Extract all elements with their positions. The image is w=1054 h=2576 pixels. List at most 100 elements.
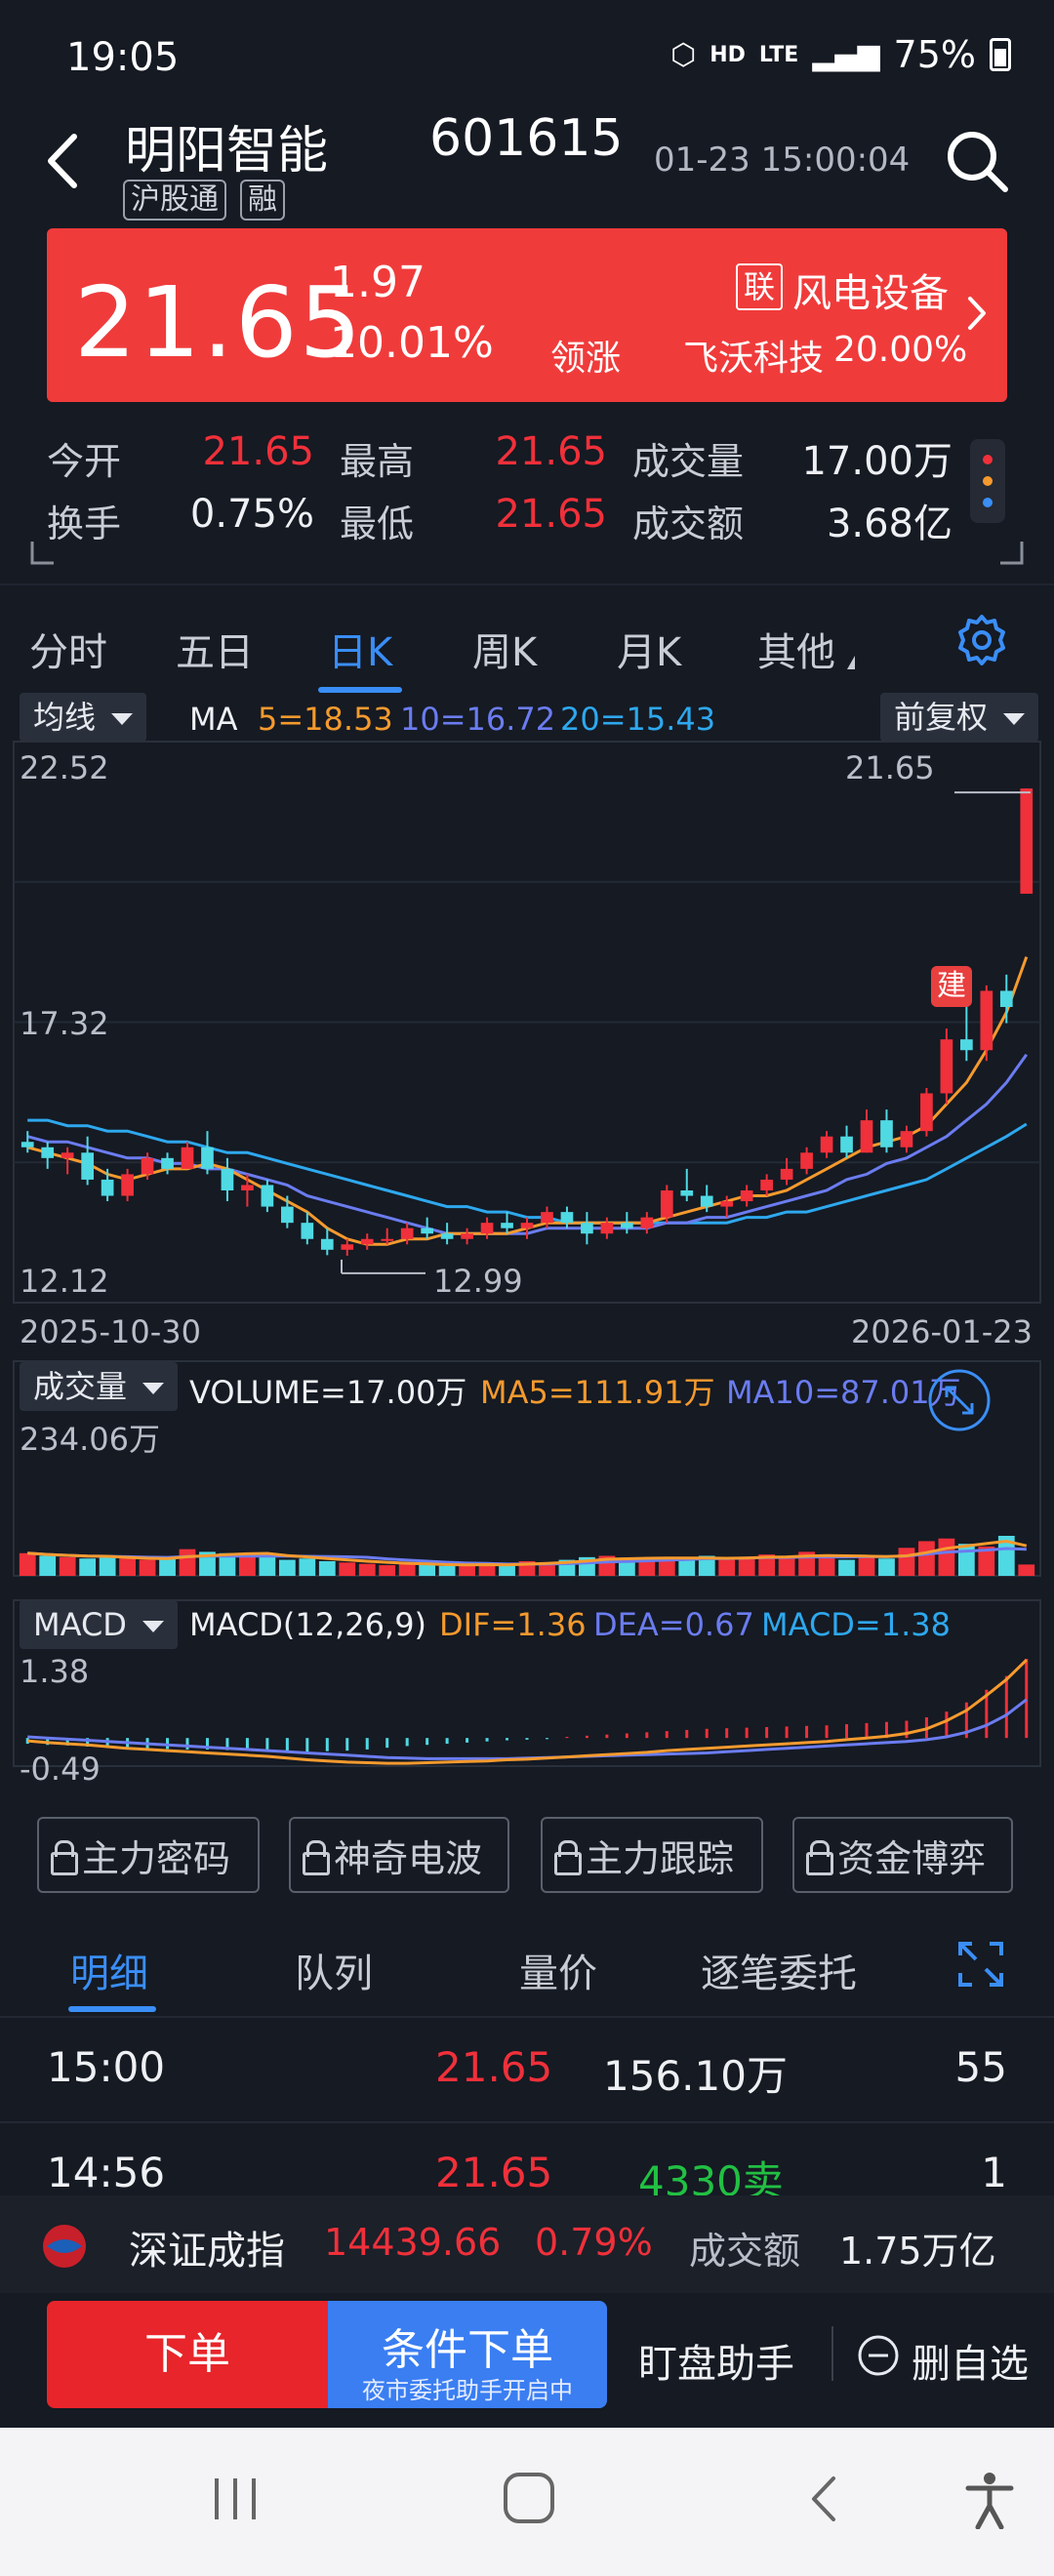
ma-lines xyxy=(26,956,1029,1246)
volume-bar xyxy=(938,1538,955,1576)
volume-bar xyxy=(678,1556,696,1576)
remove-favorite-icon[interactable] xyxy=(857,2334,900,2377)
conditional-order-button[interactable]: 条件下单 夜市委托助手开启中 xyxy=(328,2301,607,2408)
candle-body xyxy=(860,1120,873,1153)
more-quote-button[interactable] xyxy=(970,439,1005,523)
price-banner[interactable]: 21.65 1.97 10.01% 联 风电设备 领涨 飞沃科技 20.00% xyxy=(47,228,1007,402)
tab-intraday[interactable]: 分时 xyxy=(29,630,107,675)
build-position-badge[interactable]: 建 xyxy=(931,966,972,1007)
tag-shanghai-connect[interactable]: 沪股通 xyxy=(123,180,226,221)
volume-value: 17.00万 xyxy=(801,439,953,484)
candle-body xyxy=(381,1238,394,1241)
expand-corner-left-icon[interactable] xyxy=(29,539,57,566)
low-price-marker: 12.99 xyxy=(433,1263,523,1300)
trade-volume: 156.10万 xyxy=(603,2052,788,2100)
volume-bar xyxy=(398,1563,416,1576)
volume-label: 成交量 xyxy=(632,440,745,483)
battery-level: 75% xyxy=(893,33,976,76)
macd-lines xyxy=(27,1659,1028,1765)
open-value: 21.65 xyxy=(202,429,314,474)
tab-monthly-k[interactable]: 月K xyxy=(617,630,682,675)
candle-body xyxy=(660,1190,673,1218)
zoom-fit-icon[interactable] xyxy=(927,1368,992,1432)
candle-body xyxy=(600,1223,614,1234)
remove-favorite-button[interactable]: 删自选 xyxy=(912,2342,1029,2387)
volume-bar xyxy=(638,1559,656,1576)
volume-dropdown-label: 成交量 xyxy=(33,1368,128,1405)
volume-bar xyxy=(539,1562,555,1576)
candle-body xyxy=(201,1147,214,1169)
expand-corner-right-icon[interactable] xyxy=(997,539,1025,566)
exchange-logo-icon xyxy=(43,2225,86,2268)
recent-apps-icon[interactable] xyxy=(209,2473,262,2525)
candle-body xyxy=(41,1147,55,1158)
kline-y-min: 12.12 xyxy=(20,1263,109,1300)
macd-y-max: 1.38 xyxy=(20,1653,90,1690)
candle-body xyxy=(141,1157,154,1175)
detail-tab-order-by-order[interactable]: 逐笔委托 xyxy=(701,1952,857,1996)
watch-assistant-button[interactable]: 盯盘助手 xyxy=(638,2342,794,2387)
ma-label: MA xyxy=(189,701,238,738)
tool-main-force-tracking[interactable]: 主力跟踪 xyxy=(541,1817,763,1893)
ma5-legend: 5=18.53 xyxy=(258,701,393,738)
volume-bar xyxy=(259,1556,276,1576)
volume-bar xyxy=(658,1558,675,1576)
nav-back-icon[interactable] xyxy=(804,2473,843,2525)
tool-magic-wave[interactable]: 神奇电波 xyxy=(289,1817,509,1893)
chart-area[interactable]: 均线 MA 5=18.53 10=16.72 20=15.43 前复权 22.5… xyxy=(0,693,1054,1795)
tab-daily-k[interactable]: 日K xyxy=(328,630,393,675)
candle-body xyxy=(61,1152,74,1158)
home-icon[interactable] xyxy=(502,2471,556,2525)
macd-dropdown[interactable]: MACD xyxy=(20,1600,178,1649)
tool-capital-game[interactable]: 资金博弈 xyxy=(792,1817,1013,1893)
adjust-dropdown[interactable]: 前复权 xyxy=(880,693,1039,742)
trade-row[interactable]: 14:56 21.65 4330卖 1 xyxy=(0,2121,1054,2195)
indicator-dropdown-label: 均线 xyxy=(33,699,97,736)
gear-icon[interactable] xyxy=(954,613,1009,667)
volume-bar xyxy=(698,1555,715,1576)
open-label: 今开 xyxy=(47,440,122,483)
caret-down-icon xyxy=(111,713,134,725)
detail-tab-details[interactable]: 明细 xyxy=(70,1952,148,1996)
signal-icon: ▂▄▆ xyxy=(812,37,880,72)
tool-main-force-code[interactable]: 主力密码 xyxy=(37,1817,260,1893)
date-start: 2025-10-30 xyxy=(20,1313,201,1350)
candle-body xyxy=(740,1190,753,1202)
index-bar[interactable]: 深证成指 14439.66 0.79% 成交额 1.75万亿 xyxy=(0,2195,1054,2293)
indicator-dropdown[interactable]: 均线 xyxy=(20,693,147,742)
volume-bar xyxy=(278,1559,296,1576)
low-label: 最低 xyxy=(340,503,415,545)
battery-icon xyxy=(990,38,1011,71)
search-icon[interactable] xyxy=(943,127,1011,195)
divider xyxy=(831,2326,833,2381)
caret-down-icon xyxy=(1003,713,1026,725)
tab-other[interactable]: 其他 xyxy=(757,630,835,675)
back-icon[interactable] xyxy=(39,127,88,195)
chevron-right-icon xyxy=(968,297,986,330)
tab-active-indicator xyxy=(318,687,402,693)
volume-bar xyxy=(738,1558,755,1576)
accessibility-icon[interactable] xyxy=(962,2471,1017,2529)
sector-name[interactable]: 风电设备 xyxy=(792,271,949,316)
tag-margin[interactable]: 融 xyxy=(240,180,285,221)
detail-tab-queue[interactable]: 队列 xyxy=(295,1952,373,1996)
volume-bar xyxy=(898,1548,915,1576)
candle-body xyxy=(800,1152,813,1169)
detail-tab-volume-price[interactable]: 量价 xyxy=(519,1952,597,1996)
trade-row[interactable]: 15:00 21.65 156.10万 55 xyxy=(0,2016,1054,2121)
fullscreen-icon[interactable] xyxy=(956,1940,1005,1989)
candle-body xyxy=(700,1195,713,1207)
tab-weekly-k[interactable]: 周K xyxy=(472,630,538,675)
candle-body xyxy=(999,990,1013,1008)
place-order-button[interactable]: 下单 xyxy=(47,2301,328,2408)
candle-body xyxy=(480,1223,494,1234)
volume-dropdown[interactable]: 成交量 xyxy=(20,1362,179,1411)
lock-icon xyxy=(51,1840,78,1875)
tab-five-day[interactable]: 五日 xyxy=(176,630,254,675)
volume-bar xyxy=(99,1556,116,1576)
macd-dropdown-label: MACD xyxy=(33,1606,127,1643)
index-amount-label: 成交额 xyxy=(689,2230,801,2273)
candle-body xyxy=(241,1185,254,1190)
volume-bar xyxy=(19,1552,36,1576)
volume-bar xyxy=(419,1564,436,1576)
